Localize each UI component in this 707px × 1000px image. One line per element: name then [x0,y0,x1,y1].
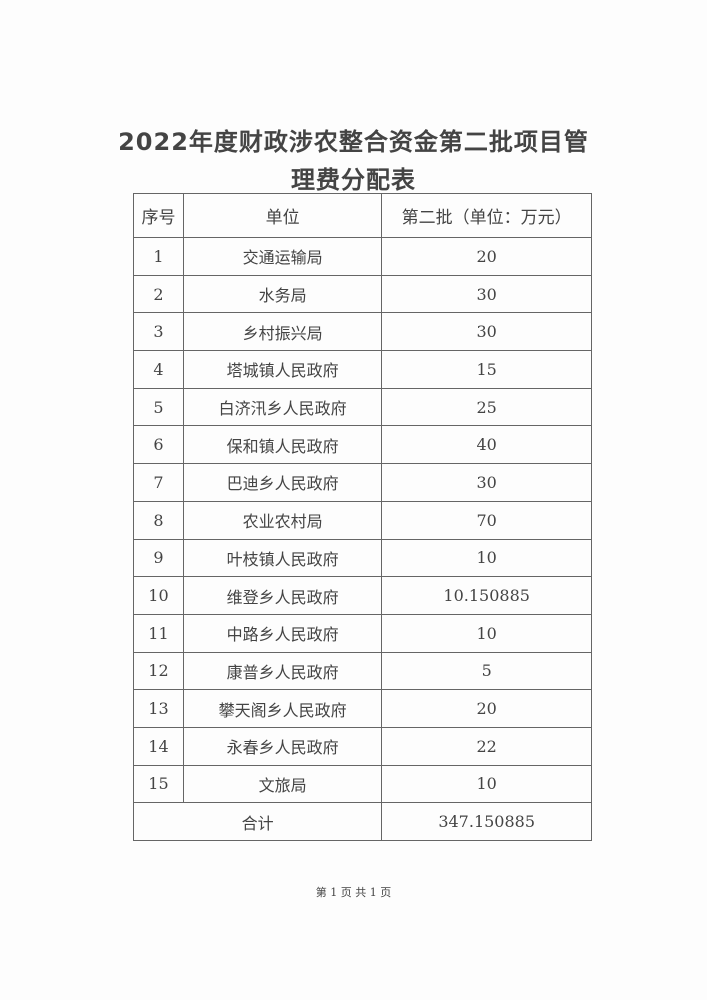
row-index: 12 [133,651,184,691]
header-amount: 第二批（单位：万元） [381,193,592,238]
row-unit: 中路乡人民政府 [182,613,383,653]
row-amount: 40 [381,425,592,465]
table-row: 14 永春乡人民政府 22 [133,726,592,766]
row-unit: 保和镇人民政府 [182,425,383,465]
row-unit: 巴迪乡人民政府 [182,463,383,502]
row-index: 6 [133,425,184,465]
table-row: 7 巴迪乡人民政府 30 [133,463,592,502]
row-index: 10 [133,576,184,615]
row-index: 9 [133,538,184,578]
table-row: 12 康普乡人民政府 5 [133,651,592,691]
allocation-table: 序号 单位 第二批（单位：万元） 1 交通运输局 20 2 水务局 30 3 乡村振兴局 30 4… [132,193,592,841]
table-row: 3 乡村振兴局 30 [133,312,592,352]
row-unit: 维登乡人民政府 [182,576,383,615]
row-unit: 塔城镇人民政府 [182,350,383,389]
table-row: 10 维登乡人民政府 10.150885 [133,576,592,615]
table-header-row: 序号 单位 第二批（单位：万元） [133,193,592,238]
row-amount: 30 [381,274,592,314]
table-row: 15 文旅局 10 [133,764,592,804]
row-index: 4 [133,350,184,389]
header-index: 序号 [133,193,184,238]
row-index: 1 [133,237,184,276]
row-amount: 22 [381,726,592,766]
row-index: 14 [133,726,184,766]
row-unit: 乡村振兴局 [182,312,383,352]
row-index: 15 [133,764,184,804]
row-amount: 20 [381,237,592,276]
row-amount: 30 [381,312,592,352]
row-index: 11 [133,613,184,653]
row-amount: 10.150885 [381,576,592,615]
row-index: 13 [133,689,184,728]
row-index: 3 [133,312,184,352]
document-title-line1: 2022年度财政涉农整合资金第二批项目管 [118,128,589,156]
row-index: 2 [133,274,184,314]
row-amount: 20 [381,689,592,728]
table-row: 8 农业农村局 70 [133,500,592,540]
row-unit: 康普乡人民政府 [182,651,383,691]
row-unit: 交通运输局 [182,237,383,276]
table-row: 9 叶枝镇人民政府 10 [133,538,592,578]
table-row: 6 保和镇人民政府 40 [133,425,592,465]
row-amount: 10 [381,538,592,578]
total-value: 347.150885 [381,802,592,841]
row-amount: 15 [381,350,592,389]
row-amount: 70 [381,500,592,540]
row-unit: 水务局 [182,274,383,314]
table-row: 2 水务局 30 [133,274,592,314]
total-row: 合计 347.150885 [132,802,592,841]
total-label: 合计 [132,802,383,841]
table-row: 5 白济汛乡人民政府 25 [133,387,592,427]
row-index: 8 [133,500,184,540]
row-unit: 攀天阁乡人民政府 [182,689,383,728]
row-index: 5 [133,387,184,427]
header-unit: 单位 [182,193,383,238]
row-amount: 10 [381,764,592,804]
table-row: 13 攀天阁乡人民政府 20 [133,689,592,728]
row-amount: 10 [381,613,592,653]
row-unit: 文旅局 [182,764,383,804]
row-unit: 叶枝镇人民政府 [182,538,383,578]
table-row: 1 交通运输局 20 [133,237,592,276]
row-amount: 30 [381,463,592,502]
row-amount: 5 [381,651,592,691]
page-footer: 第 1 页 共 1 页 [315,886,392,899]
row-amount: 25 [381,387,592,427]
row-index: 7 [133,463,184,502]
table-row: 4 塔城镇人民政府 15 [133,350,592,389]
row-unit: 农业农村局 [182,500,383,540]
row-unit: 白济汛乡人民政府 [182,387,383,427]
document-title-line2: 理费分配表 [291,166,416,194]
row-unit: 永春乡人民政府 [182,726,383,766]
table-row: 11 中路乡人民政府 10 [133,613,592,653]
